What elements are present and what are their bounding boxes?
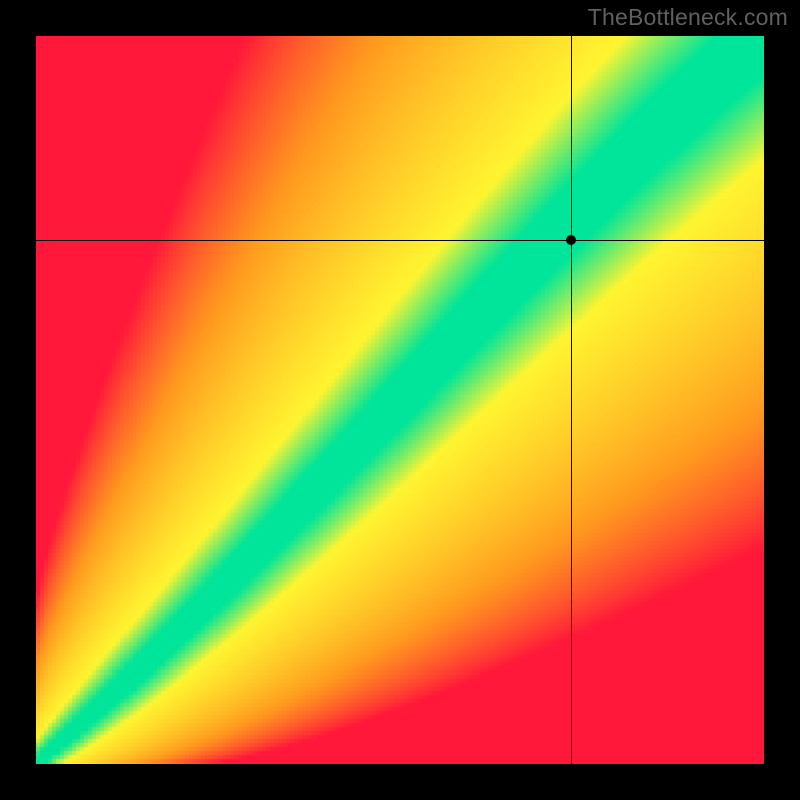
crosshair-horizontal (36, 240, 764, 241)
crosshair-point (566, 235, 576, 245)
watermark-text: TheBottleneck.com (588, 4, 788, 31)
crosshair-vertical (571, 36, 572, 764)
chart-stage: TheBottleneck.com (0, 0, 800, 800)
heatmap-plot-area (36, 36, 764, 764)
heatmap-canvas (36, 36, 764, 764)
